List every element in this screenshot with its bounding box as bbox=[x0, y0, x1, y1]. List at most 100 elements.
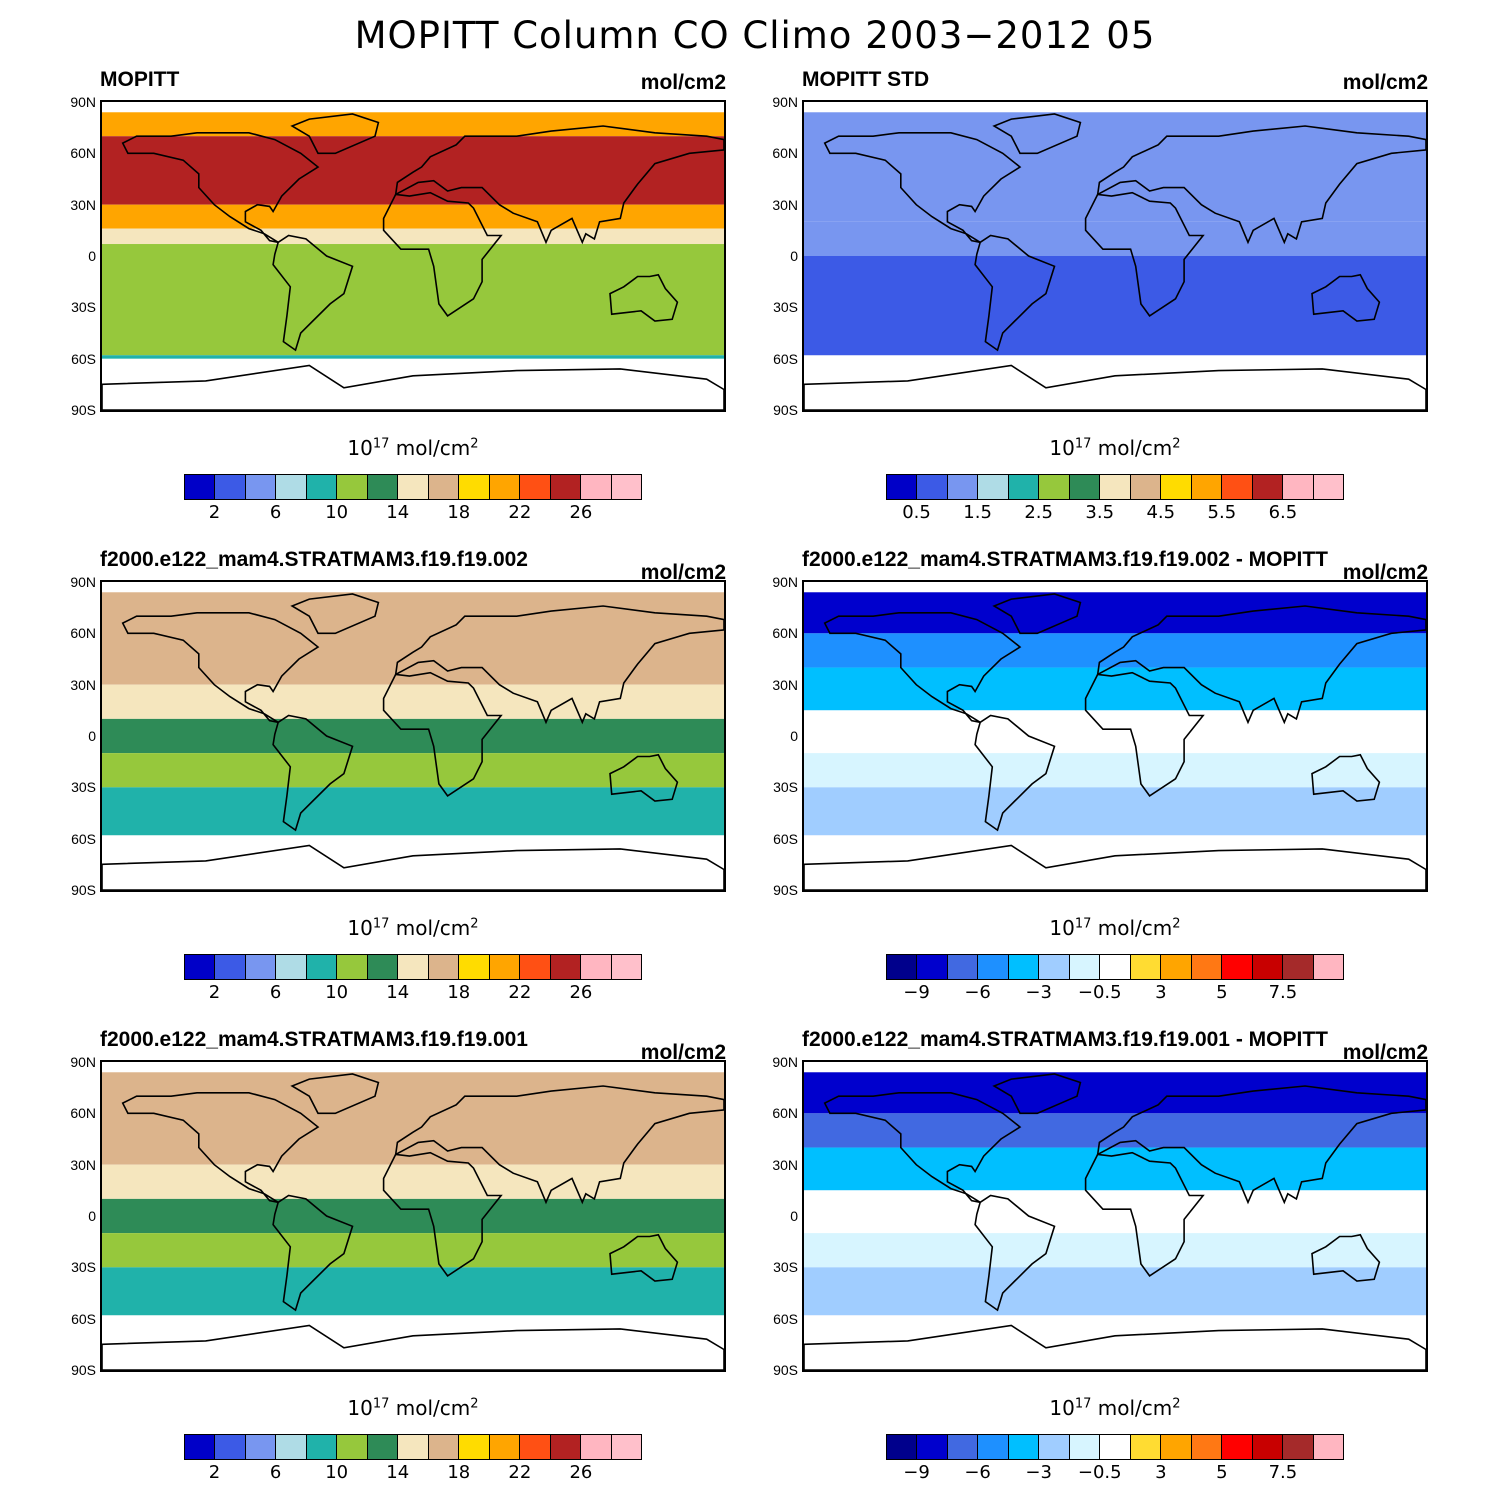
lat-tick-label: 0 bbox=[88, 248, 96, 264]
coastline bbox=[1311, 1233, 1381, 1282]
colorbar-tick-label: −9 bbox=[903, 982, 930, 1003]
colorbar-swatch bbox=[367, 475, 399, 499]
colorbar-swatch bbox=[550, 955, 582, 979]
lat-tick-label: 90S bbox=[71, 882, 96, 898]
colorbar-label: 1017 mol/cm2 bbox=[347, 916, 479, 940]
colorbar-swatch bbox=[1100, 955, 1131, 979]
colorbar-swatch bbox=[1313, 475, 1344, 499]
colorbar-tick-label: −3 bbox=[1025, 982, 1052, 1003]
colorbar-tick-label: 2 bbox=[208, 502, 221, 523]
colorbar-swatch bbox=[1039, 475, 1070, 499]
lat-tick-label: 30N bbox=[70, 676, 96, 693]
colorbar-tick-label: 14 bbox=[386, 982, 410, 1003]
colorbar-tick-label: 2 bbox=[208, 982, 221, 1003]
colorbar-swatch bbox=[978, 1435, 1009, 1459]
colorbar-swatch bbox=[1039, 955, 1070, 979]
colorbar-swatch bbox=[1191, 955, 1223, 979]
field-band bbox=[102, 718, 724, 754]
colorbar-swatch bbox=[1283, 475, 1314, 499]
panel-units: mol/cm2 bbox=[640, 561, 726, 584]
colorbar-ticks: −9 −6 −3 −0.5 3 5 7.5 bbox=[886, 1462, 1344, 1488]
colorbar-swatch bbox=[887, 475, 918, 499]
page-title: MOPITT Column CO Climo 2003−2012 05 bbox=[354, 14, 1156, 57]
colorbar-swatch bbox=[1191, 475, 1223, 499]
coastline bbox=[609, 1233, 679, 1282]
colorbar-swatch bbox=[398, 1435, 429, 1459]
field-band bbox=[102, 753, 724, 788]
colorbar-swatch bbox=[947, 955, 979, 979]
colorbar-swatch bbox=[1283, 955, 1314, 979]
colorbar-ticks: 2 6 10 14 18 22 26 bbox=[184, 1462, 642, 1488]
map-frame bbox=[100, 100, 726, 412]
colorbar-swatch bbox=[1008, 955, 1040, 979]
map-svg bbox=[804, 1072, 1426, 1370]
panel-title: MOPITT bbox=[100, 68, 180, 91]
colorbar-tick-label: 26 bbox=[569, 982, 593, 1003]
colorbar-swatch bbox=[489, 475, 521, 499]
colorbar-tick-label: 6.5 bbox=[1268, 502, 1298, 523]
colorbar-tick-label: 14 bbox=[386, 1462, 410, 1483]
coastline bbox=[992, 593, 1082, 635]
lat-tick-label: 30S bbox=[773, 1259, 798, 1276]
colorbar-swatch bbox=[947, 1435, 979, 1459]
colorbar-label: 1017 mol/cm2 bbox=[1049, 436, 1181, 460]
colorbar-swatch bbox=[550, 475, 582, 499]
colorbar-swatch bbox=[1222, 1435, 1253, 1459]
colorbar-tick-label: 4.5 bbox=[1146, 502, 1176, 523]
coastline bbox=[1084, 1151, 1205, 1277]
coastline bbox=[121, 1091, 320, 1204]
colorbar-tick-label: 26 bbox=[569, 1462, 593, 1483]
lat-tick-label: 0 bbox=[790, 728, 798, 744]
coastline bbox=[823, 1091, 1022, 1204]
lat-tick-label: 60S bbox=[71, 1310, 96, 1327]
colorbar-swatch bbox=[215, 475, 246, 499]
lat-tick-label: 90S bbox=[71, 402, 96, 418]
colorbar-swatch bbox=[459, 955, 490, 979]
colorbar-tick-label: 22 bbox=[508, 982, 532, 1003]
map-panel: f2000.e122_mam4.STRATMAM3.f19.f19.002 - … bbox=[772, 548, 1440, 1018]
colorbar-tick-label: 10 bbox=[325, 502, 349, 523]
colorbar-swatch bbox=[550, 1435, 582, 1459]
colorbar-swatch bbox=[428, 475, 460, 499]
colorbar-swatch bbox=[978, 955, 1009, 979]
colorbar bbox=[886, 954, 1344, 980]
map-frame bbox=[100, 580, 726, 892]
colorbar-swatch bbox=[1069, 1435, 1101, 1459]
colorbar-label: 1017 mol/cm2 bbox=[347, 1396, 479, 1420]
coastline bbox=[1084, 191, 1205, 317]
panel-units: mol/cm2 bbox=[1342, 1041, 1428, 1064]
colorbar-swatch bbox=[459, 475, 490, 499]
field-band bbox=[102, 204, 724, 229]
colorbar-swatch bbox=[611, 955, 642, 979]
lat-tick-label: 60N bbox=[772, 625, 798, 642]
coastline bbox=[609, 753, 679, 802]
panel-units: mol/cm2 bbox=[640, 1041, 726, 1064]
field-band bbox=[804, 221, 1426, 256]
coastline bbox=[974, 714, 1056, 832]
colorbar-swatch bbox=[398, 475, 429, 499]
field-band bbox=[102, 1233, 724, 1268]
coastline bbox=[394, 125, 724, 245]
coastline bbox=[272, 234, 354, 352]
map-panel: MOPITT mol/cm2 90N 60N 30N 0 30S 60S 90S 1017 mol… bbox=[70, 68, 738, 538]
map-panel: f2000.e122_mam4.STRATMAM3.f19.f19.001 - … bbox=[772, 1028, 1440, 1498]
lat-tick-label: 90N bbox=[70, 1054, 96, 1070]
field-band bbox=[102, 592, 724, 685]
map-svg bbox=[804, 112, 1426, 410]
coastline bbox=[1084, 671, 1205, 797]
colorbar-tick-label: 5.5 bbox=[1207, 502, 1237, 523]
colorbar-swatch bbox=[1008, 475, 1040, 499]
colorbar-swatch bbox=[1130, 1435, 1162, 1459]
field-band bbox=[804, 633, 1426, 668]
coastline bbox=[272, 1194, 354, 1312]
colorbar-swatch bbox=[520, 1435, 551, 1459]
colorbar-tick-label: 2.5 bbox=[1024, 502, 1053, 523]
coastline bbox=[992, 113, 1082, 155]
colorbar-tick-label: 18 bbox=[447, 502, 471, 523]
colorbar bbox=[886, 1434, 1344, 1460]
panel-title: f2000.e122_mam4.STRATMAM3.f19.f19.001 - … bbox=[802, 1028, 1328, 1051]
colorbar-swatch bbox=[581, 955, 612, 979]
coastline bbox=[290, 1073, 380, 1115]
lat-tick-label: 30S bbox=[773, 299, 798, 316]
colorbar-tick-label: −0.5 bbox=[1077, 1462, 1122, 1483]
